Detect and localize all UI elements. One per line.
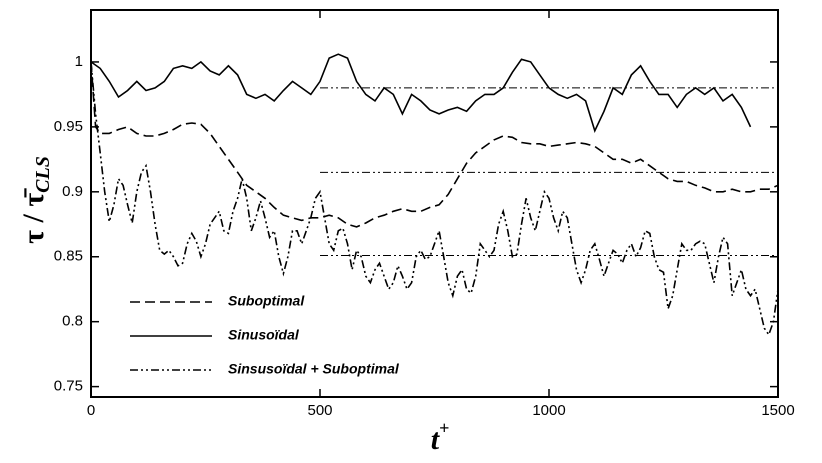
y-label-main: τ / τ̄ <box>17 188 50 244</box>
x-tick-label: 1000 <box>532 402 565 419</box>
y-axis-label: τ / τ̄CLS <box>17 156 54 244</box>
legend-label: Sinsusoïdal + Suboptimal <box>228 361 400 377</box>
x-label-main: t <box>431 423 441 456</box>
x-tick-label: 500 <box>307 402 332 419</box>
series-line <box>90 53 752 134</box>
y-tick-label: 0.9 <box>62 183 83 200</box>
legend-label: Sinusoïdal <box>228 327 300 343</box>
x-tick-label: 1500 <box>761 402 794 419</box>
y-tick-label: 1 <box>75 53 83 70</box>
x-label-sup: + <box>439 418 449 438</box>
legend-label: Suboptimal <box>228 293 305 309</box>
x-axis-label: t+ <box>431 418 450 456</box>
series-line <box>90 61 779 337</box>
plot-frame <box>90 9 779 398</box>
series-line <box>90 61 779 228</box>
x-tick-label: 0 <box>87 402 95 419</box>
y-label-sub: CLS <box>32 156 54 193</box>
y-tick-label: 0.75 <box>54 378 83 395</box>
y-tick-label: 0.85 <box>54 248 83 265</box>
y-tick-label: 0.95 <box>54 118 83 135</box>
y-tick-label: 0.8 <box>62 313 83 330</box>
